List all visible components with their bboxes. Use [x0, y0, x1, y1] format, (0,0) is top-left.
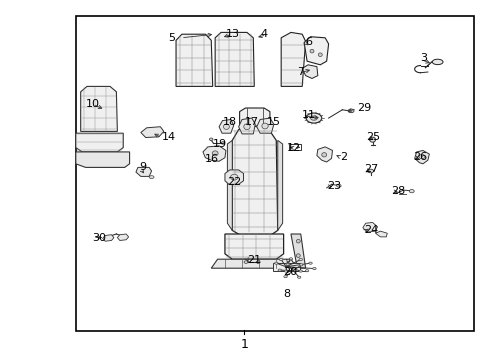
Text: 12: 12: [286, 143, 300, 153]
Polygon shape: [277, 140, 282, 230]
Ellipse shape: [431, 59, 442, 65]
Text: 3: 3: [420, 53, 427, 63]
Polygon shape: [117, 234, 128, 240]
Ellipse shape: [279, 258, 283, 261]
Ellipse shape: [212, 151, 218, 156]
Polygon shape: [256, 118, 273, 133]
Polygon shape: [203, 146, 225, 161]
Text: 6: 6: [305, 37, 312, 48]
Text: 23: 23: [326, 181, 340, 191]
Text: 2: 2: [339, 152, 346, 162]
Ellipse shape: [262, 123, 268, 129]
Text: 19: 19: [212, 139, 226, 149]
Bar: [76, 16, 473, 331]
Ellipse shape: [367, 169, 373, 173]
Polygon shape: [224, 234, 283, 259]
Ellipse shape: [209, 138, 212, 140]
Text: 27: 27: [364, 164, 378, 174]
Ellipse shape: [305, 113, 321, 123]
Text: 14: 14: [161, 132, 175, 142]
Polygon shape: [238, 118, 255, 134]
Polygon shape: [211, 259, 297, 268]
Text: 7: 7: [297, 67, 304, 77]
Polygon shape: [81, 86, 117, 131]
Ellipse shape: [278, 269, 281, 271]
Text: 17: 17: [244, 117, 258, 127]
Ellipse shape: [299, 258, 302, 261]
Ellipse shape: [221, 142, 224, 144]
Text: 28: 28: [390, 186, 405, 196]
Polygon shape: [239, 108, 269, 126]
Text: 5: 5: [168, 33, 175, 43]
Text: 30: 30: [92, 233, 106, 243]
Polygon shape: [76, 152, 129, 167]
Ellipse shape: [299, 264, 303, 266]
Polygon shape: [316, 147, 332, 162]
Bar: [272, 263, 299, 271]
Ellipse shape: [296, 254, 300, 257]
Ellipse shape: [284, 270, 287, 272]
Ellipse shape: [312, 267, 316, 270]
Text: 13: 13: [225, 29, 240, 39]
Ellipse shape: [243, 124, 249, 130]
Ellipse shape: [149, 176, 154, 179]
Text: 16: 16: [204, 154, 218, 164]
Ellipse shape: [347, 109, 353, 113]
Text: 20: 20: [283, 267, 297, 277]
Ellipse shape: [230, 174, 237, 180]
Ellipse shape: [305, 270, 308, 272]
Polygon shape: [227, 140, 232, 230]
Polygon shape: [136, 167, 151, 176]
Polygon shape: [290, 234, 305, 268]
Polygon shape: [362, 222, 377, 232]
Polygon shape: [176, 34, 212, 86]
Text: 29: 29: [356, 103, 370, 113]
Text: 8: 8: [283, 289, 290, 300]
Polygon shape: [414, 150, 428, 164]
Ellipse shape: [321, 153, 326, 157]
Ellipse shape: [369, 137, 375, 142]
Text: 4: 4: [260, 29, 267, 39]
Ellipse shape: [310, 116, 317, 120]
Ellipse shape: [296, 239, 300, 243]
Ellipse shape: [299, 270, 302, 272]
Polygon shape: [232, 126, 277, 235]
Polygon shape: [102, 235, 114, 241]
Polygon shape: [375, 231, 386, 237]
Text: 9: 9: [139, 162, 146, 172]
Text: 25: 25: [365, 132, 379, 142]
Ellipse shape: [274, 262, 277, 264]
Polygon shape: [219, 120, 233, 133]
Ellipse shape: [308, 262, 312, 264]
Ellipse shape: [223, 124, 229, 129]
Ellipse shape: [283, 275, 286, 278]
Ellipse shape: [244, 261, 247, 264]
Ellipse shape: [318, 53, 322, 57]
Polygon shape: [141, 127, 163, 138]
Polygon shape: [281, 32, 305, 86]
Ellipse shape: [289, 258, 292, 260]
Ellipse shape: [418, 154, 424, 159]
Ellipse shape: [256, 261, 260, 264]
Text: 22: 22: [227, 177, 241, 187]
Polygon shape: [304, 37, 328, 65]
Polygon shape: [215, 32, 254, 86]
Text: 26: 26: [412, 152, 427, 162]
Text: 18: 18: [223, 117, 237, 127]
Ellipse shape: [297, 276, 300, 278]
Text: 21: 21: [246, 255, 261, 265]
Text: 15: 15: [266, 117, 280, 127]
Ellipse shape: [285, 263, 289, 265]
Text: 10: 10: [85, 99, 100, 109]
Bar: [288, 144, 300, 150]
Text: 1: 1: [240, 338, 248, 351]
Text: 11: 11: [301, 110, 315, 120]
Polygon shape: [76, 133, 123, 152]
Ellipse shape: [309, 49, 313, 53]
Polygon shape: [302, 65, 317, 78]
Ellipse shape: [336, 184, 340, 187]
Text: 24: 24: [364, 225, 378, 235]
Polygon shape: [224, 170, 243, 184]
Ellipse shape: [408, 189, 413, 193]
